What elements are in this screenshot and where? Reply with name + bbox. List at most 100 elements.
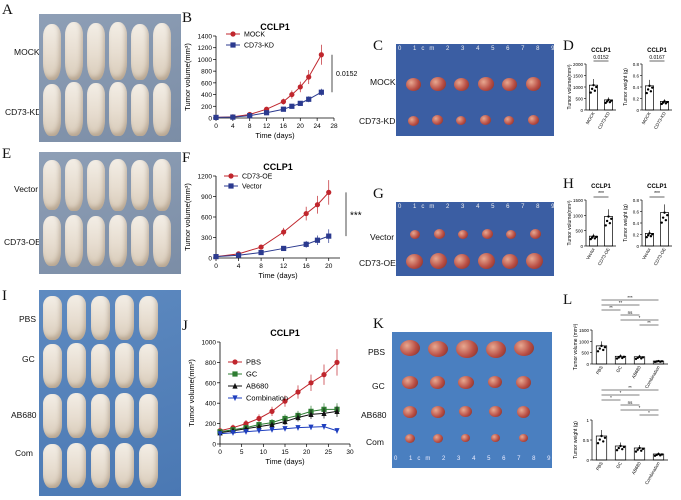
bar-point bbox=[608, 221, 612, 225]
y-axis-label: Tumor weight (g) bbox=[623, 204, 629, 242]
significance-label: ** bbox=[647, 320, 651, 325]
photo-c-tumors: 0 1cm 2 3 4 5 6 7 8 9 10 11 MOCK bbox=[396, 44, 554, 136]
x-category-label: Combination bbox=[644, 461, 661, 486]
bar-point bbox=[589, 91, 592, 94]
y-tick-label: 0 bbox=[580, 244, 583, 249]
y-tick-label: 1000 bbox=[202, 340, 217, 347]
x-tick-label: 0 bbox=[214, 123, 218, 130]
x-axis-label: Time (days) bbox=[258, 271, 298, 280]
y-axis-label: Tumor volume(mm³) bbox=[567, 64, 573, 109]
x-category-label: Combination bbox=[644, 365, 661, 388]
bar-point bbox=[617, 446, 620, 450]
y-axis-label: Tumor volume(mm³) bbox=[184, 183, 192, 251]
data-point-cd73-kd bbox=[263, 110, 270, 116]
series-line-ab680 bbox=[219, 410, 338, 434]
y-tick-label: 1400 bbox=[198, 34, 213, 41]
bar-chart-title: CCLP1 bbox=[647, 184, 667, 190]
series-line-pbs bbox=[219, 362, 338, 432]
y-tick-label: 0.8 bbox=[633, 62, 640, 67]
x-tick-label: 28 bbox=[330, 123, 338, 130]
data-point-cd73-oe bbox=[281, 229, 287, 235]
chart-title: CCLP1 bbox=[260, 22, 290, 32]
y-tick-label: 500 bbox=[575, 97, 583, 102]
row-label-pbs: PBS bbox=[19, 314, 37, 324]
x-tick-label: 8 bbox=[248, 123, 252, 130]
x-tick-label: 24 bbox=[314, 123, 322, 130]
bar-point bbox=[617, 356, 620, 359]
photo-g-tumors: 0 1cm 2 3 4 5 6 7 8 9 10 11 bbox=[396, 202, 554, 276]
row-label-k-com: Com bbox=[366, 437, 384, 447]
y-tick-label: 600 bbox=[205, 380, 216, 387]
bar-point bbox=[636, 448, 639, 451]
bar-point bbox=[595, 235, 598, 239]
y-tick-label: 600 bbox=[201, 215, 212, 222]
y-tick-label: 0 bbox=[636, 244, 639, 249]
series-line-gc bbox=[219, 408, 337, 433]
data-point-pbs bbox=[269, 408, 275, 414]
bar-point bbox=[666, 100, 669, 104]
bar-point bbox=[610, 99, 613, 102]
data-point-pbs bbox=[243, 421, 249, 427]
y-tick-label: 0 bbox=[212, 442, 216, 449]
bar-point bbox=[646, 234, 650, 237]
legend-label-ab680: AB680 bbox=[246, 382, 269, 391]
data-point-vector bbox=[281, 245, 287, 252]
y-tick-label: 0.8 bbox=[633, 198, 640, 203]
y-tick-label: 0.6 bbox=[633, 74, 640, 79]
panel-label-e: E bbox=[2, 146, 12, 162]
y-tick-label: 800 bbox=[201, 69, 212, 76]
y-tick-label: 200 bbox=[201, 104, 212, 111]
significance-label: * bbox=[639, 405, 641, 410]
row-label-cd73-oe: CD73-OE bbox=[4, 237, 41, 247]
data-point-pbs bbox=[321, 372, 327, 378]
bar-point bbox=[638, 446, 641, 450]
legend-marker bbox=[230, 42, 236, 48]
y-tick-label: 500 bbox=[575, 229, 583, 234]
bar-point bbox=[600, 344, 603, 348]
x-tick-label: 0 bbox=[214, 263, 218, 270]
bar-point bbox=[664, 218, 668, 222]
data-point-ab680 bbox=[295, 414, 301, 421]
legend-marker bbox=[228, 183, 234, 189]
data-point-cd73-kd bbox=[230, 114, 236, 120]
row-label-g-vector: Vector bbox=[370, 232, 395, 242]
x-category-label: CD73-OE bbox=[597, 247, 611, 266]
x-category-label: PBS bbox=[595, 461, 604, 471]
data-point-mock bbox=[289, 91, 295, 98]
significance-label: 0.0152 bbox=[593, 55, 609, 61]
bar-point bbox=[645, 91, 648, 95]
significance-label: * bbox=[610, 395, 612, 400]
row-label-mock: MOCK bbox=[14, 47, 40, 57]
bar-point bbox=[603, 436, 607, 439]
bar-point bbox=[649, 90, 653, 93]
y-tick-label: 0 bbox=[586, 362, 589, 367]
bar-point bbox=[663, 100, 666, 103]
x-tick-label: 15 bbox=[281, 449, 289, 456]
bar-point bbox=[634, 450, 638, 453]
bar-point bbox=[645, 235, 648, 239]
bar-point bbox=[648, 232, 651, 235]
x-category-label: CD73-KD bbox=[653, 110, 667, 130]
panel-label-a: A bbox=[2, 2, 13, 18]
x-category-label: MOCK bbox=[585, 111, 596, 125]
bar-point bbox=[615, 449, 619, 452]
data-point-pbs bbox=[282, 398, 288, 404]
x-category-label: Vector bbox=[641, 247, 652, 261]
y-axis-label: Tumor volume(mm³) bbox=[187, 359, 196, 427]
x-tick-label: 20 bbox=[303, 449, 311, 456]
bar-mock bbox=[589, 84, 598, 111]
y-tick-label: 0.6 bbox=[633, 210, 640, 215]
y-tick-label: 400 bbox=[205, 401, 216, 408]
photo-e-mice bbox=[39, 152, 181, 274]
panel-label-j: J bbox=[182, 318, 188, 334]
data-point-vector bbox=[213, 254, 219, 260]
y-axis-label: Tumor weight (g) bbox=[623, 68, 629, 106]
y-tick-label: 0.4 bbox=[633, 85, 640, 90]
data-point-cd73-oe bbox=[314, 202, 321, 208]
significance-label: *** bbox=[654, 191, 660, 197]
chart-j-growth-curve: CCLP1 0 200 400 600 800 1000 0 5 10 15 20 25 30 Time (… bbox=[187, 328, 354, 466]
y-tick-label: 600 bbox=[201, 80, 212, 87]
bar-point bbox=[607, 215, 610, 218]
data-point-ab680 bbox=[256, 423, 262, 430]
x-tick-label: 4 bbox=[231, 123, 235, 130]
